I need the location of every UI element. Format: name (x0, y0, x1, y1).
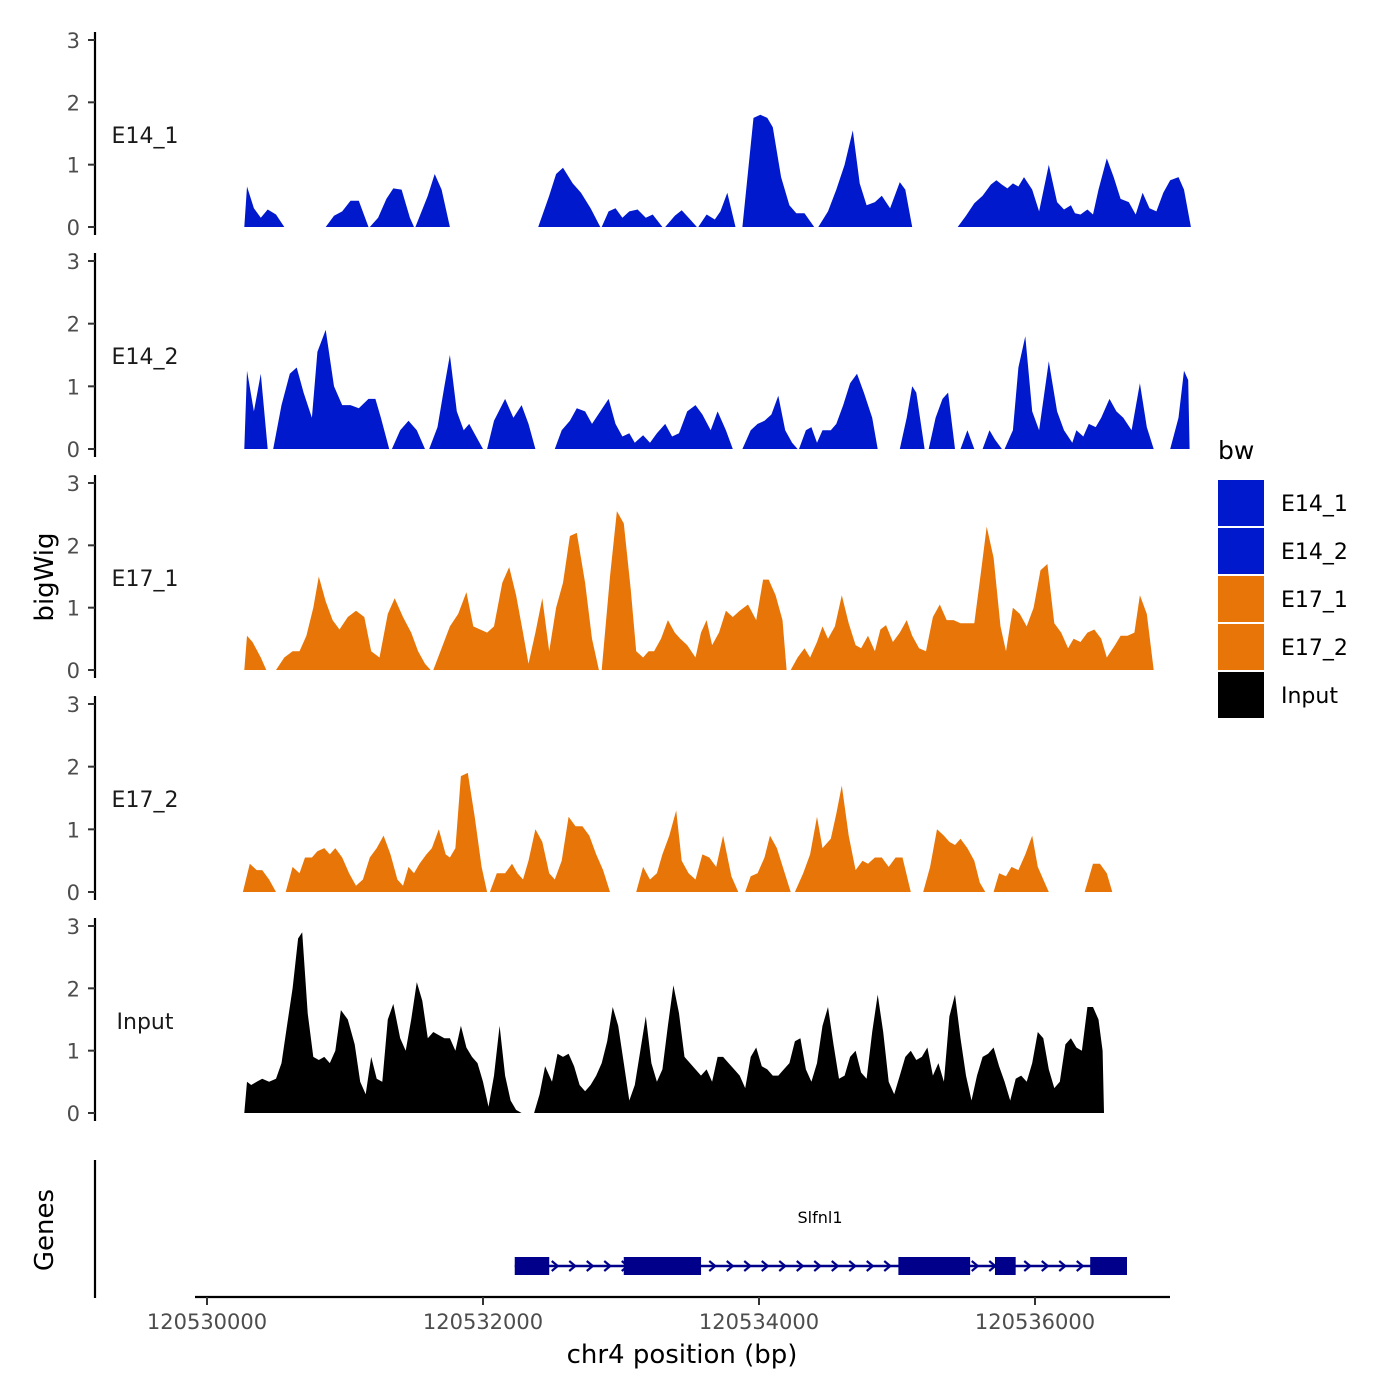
x-tick-label-120536000: 120536000 (975, 1310, 1095, 1334)
track-label-e17-1: E17_1 (112, 567, 179, 592)
y-tick-label-e17-2-0: 0 (67, 881, 80, 905)
track-label-e14-2: E14_2 (112, 345, 179, 370)
x-axis: 120530000 120532000 120534000 120536000 (147, 1295, 1170, 1334)
legend-label-e14-2: E14_2 (1281, 540, 1348, 565)
x-tick-label-120530000: 120530000 (147, 1310, 267, 1334)
y-tick-label-e14-2-1: 1 (67, 375, 80, 399)
gene-strand-arrow (1058, 1260, 1067, 1272)
gene-strand-arrow (1023, 1260, 1032, 1272)
y-tick-label-input-0: 0 (67, 1102, 80, 1126)
area-e14-2 (244, 329, 1190, 449)
track-e14-2: 0 1 2 3 E14_2 (67, 250, 1190, 462)
gene-exon-4 (994, 1257, 1016, 1275)
track-label-input: Input (117, 1010, 174, 1035)
y-tick-label-e14-1-1: 1 (67, 154, 80, 178)
gene-strand-arrow (796, 1260, 805, 1272)
track-e17-2: 0 1 2 3 E17_2 (67, 693, 1113, 905)
gene-strand-arrow (743, 1260, 752, 1272)
gene-exon-3 (898, 1257, 971, 1275)
gene-strand-arrow (883, 1260, 892, 1272)
y-tick-label-input-3: 3 (67, 915, 80, 939)
y-tick-label-e14-2-0: 0 (67, 438, 80, 462)
gene-strand-arrow (761, 1260, 770, 1272)
legend-swatch-e14-2 (1218, 528, 1264, 574)
y-tick-label-e14-1-3: 3 (67, 29, 80, 53)
track-label-e17-2: E17_2 (112, 788, 179, 813)
y-tick-label-e17-2-2: 2 (67, 756, 80, 780)
gene-strand-arrow (726, 1260, 735, 1272)
y-tick-label-input-1: 1 (67, 1040, 80, 1064)
gene-name-label: Slfnl1 (798, 1208, 843, 1227)
area-e14-1 (244, 114, 1191, 227)
legend-label-input: Input (1281, 684, 1338, 709)
gene-strand-arrow (1076, 1260, 1085, 1272)
area-e17-2 (242, 772, 1113, 892)
gene-strand-arrow (708, 1260, 717, 1272)
y-tick-label-input-2: 2 (67, 977, 80, 1001)
y-tick-label-e17-1-0: 0 (67, 659, 80, 683)
gene-strand-arrow (551, 1260, 560, 1272)
track-e14-1: 0 1 2 3 E14_1 (67, 29, 1191, 240)
y-tick-label-e17-2-1: 1 (67, 818, 80, 842)
genes-axis-title: Genes (30, 1189, 60, 1271)
gene-strand-arrow (586, 1260, 595, 1272)
area-input (244, 932, 1105, 1113)
y-tick-label-e14-2-3: 3 (67, 250, 80, 274)
gene-strand-arrow (778, 1260, 787, 1272)
track-e17-1: 0 1 2 3 E17_1 (67, 472, 1154, 683)
gene-exon-2 (623, 1257, 702, 1275)
gene-exon-5 (1090, 1257, 1127, 1275)
y-tick-label-e17-2-3: 3 (67, 693, 80, 717)
track-input: 0 1 2 3 Input (67, 915, 1105, 1126)
area-e17-1 (244, 511, 1154, 670)
gene-strand-arrow (813, 1260, 822, 1272)
y-axis-title: bigWig (30, 532, 60, 621)
legend-swatch-e14-1 (1218, 480, 1264, 526)
x-axis-title: chr4 position (bp) (567, 1340, 798, 1370)
legend-swatch-e17-2 (1218, 624, 1264, 670)
genes-track: Slfnl1 (93, 1160, 1127, 1298)
gene-strand-arrow (831, 1260, 840, 1272)
track-label-e14-1: E14_1 (112, 124, 179, 149)
y-tick-label-e14-1-2: 2 (67, 91, 80, 115)
legend-label-e14-1: E14_1 (1281, 492, 1348, 517)
gene-strand-arrow (848, 1260, 857, 1272)
legend: bw E14_1 E14_2 E17_1 E17_2 Input (1218, 436, 1348, 718)
y-tick-label-e17-1-3: 3 (67, 472, 80, 496)
gene-strand-arrow (603, 1260, 612, 1272)
x-tick-label-120534000: 120534000 (699, 1310, 819, 1334)
signal-tracks: 0 1 2 3 E14_1 0 1 2 3 E14_2 0 1 2 3 E17_1 0 1 2 3 E17_2 0 1 2 3… (67, 29, 1191, 1126)
gene-exon-1 (514, 1257, 550, 1275)
gene-strand-arrow (1041, 1260, 1050, 1272)
legend-label-e17-1: E17_1 (1281, 588, 1348, 613)
y-tick-label-e17-1-1: 1 (67, 597, 80, 621)
gene-strand-arrow (568, 1260, 577, 1272)
gene-strand-arrow (866, 1260, 875, 1272)
y-tick-label-e14-1-0: 0 (67, 216, 80, 240)
y-tick-label-e17-1-2: 2 (67, 534, 80, 558)
gene-strand-arrow (971, 1260, 980, 1272)
y-tick-label-e14-2-2: 2 (67, 313, 80, 337)
legend-swatch-input (1218, 672, 1264, 718)
legend-label-e17-2: E17_2 (1281, 636, 1348, 661)
legend-title: bw (1218, 436, 1254, 465)
legend-swatch-e17-1 (1218, 576, 1264, 622)
x-tick-label-120532000: 120532000 (423, 1310, 543, 1334)
